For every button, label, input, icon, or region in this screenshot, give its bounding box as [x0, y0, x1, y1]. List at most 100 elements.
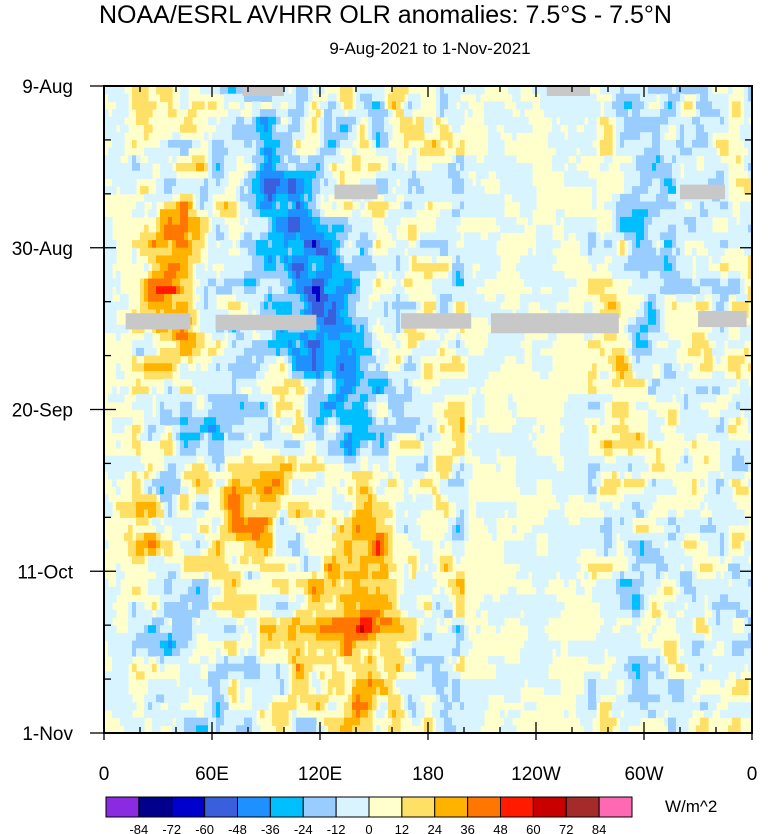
- field-cell: [280, 509, 289, 518]
- field-cell: [656, 155, 661, 164]
- field-cell: [356, 93, 361, 102]
- field-cell: [288, 632, 297, 642]
- field-cell: [144, 263, 149, 272]
- field-cell: [288, 363, 293, 372]
- field-cell: [168, 463, 177, 472]
- field-cell: [188, 417, 205, 426]
- field-cell: [308, 155, 325, 164]
- field-cell: [356, 709, 361, 719]
- field-cell: [384, 216, 401, 226]
- field-cell: [224, 432, 229, 441]
- field-cell: [156, 471, 161, 480]
- field-cell: [392, 409, 405, 418]
- field-cell: [276, 163, 289, 172]
- field-cell: [212, 571, 241, 580]
- field-cell: [680, 270, 693, 280]
- field-cell: [376, 263, 397, 272]
- field-cell: [132, 340, 153, 349]
- field-cell: [212, 401, 241, 411]
- field-cell: [360, 448, 373, 457]
- field-cell: [396, 417, 421, 426]
- field-cell: [460, 270, 465, 280]
- field-cell: [628, 363, 633, 372]
- field-cell: [216, 201, 225, 210]
- field-cell: [332, 109, 345, 118]
- field-cell: [416, 702, 425, 711]
- field-cell: [416, 186, 425, 195]
- field-cell: [260, 640, 281, 649]
- field-cell: [360, 232, 369, 241]
- field-cell: [228, 517, 233, 526]
- field-cell: [644, 578, 661, 588]
- field-cell: [352, 517, 377, 526]
- field-cell: [304, 193, 309, 203]
- field-cell: [152, 486, 157, 495]
- field-cell: [224, 709, 257, 719]
- field-cell: [212, 139, 225, 149]
- field-cell: [440, 586, 445, 595]
- field-cell: [352, 278, 361, 287]
- field-cell: [272, 702, 297, 711]
- field-cell: [468, 355, 505, 364]
- field-cell: [252, 386, 261, 395]
- field-cell: [720, 201, 729, 210]
- field-cell: [412, 571, 417, 580]
- field-cell: [312, 278, 325, 287]
- field-cell: [696, 224, 713, 233]
- field-cell: [104, 216, 113, 226]
- field-cell: [456, 517, 465, 526]
- field-cell: [244, 170, 249, 180]
- field-cell: [448, 401, 465, 411]
- field-cell: [440, 247, 449, 257]
- field-cell: [408, 609, 425, 619]
- field-cell: [328, 139, 337, 149]
- field-cell: [260, 332, 273, 341]
- field-cell: [648, 386, 657, 395]
- field-cell: [388, 563, 397, 572]
- field-cell: [164, 548, 173, 557]
- field-cell: [376, 355, 389, 364]
- field-cell: [264, 440, 285, 449]
- field-cell: [264, 163, 273, 172]
- field-cell: [288, 370, 293, 380]
- field-cell: [588, 340, 601, 349]
- field-cell: [292, 709, 297, 719]
- field-cell: [220, 463, 225, 472]
- field-cell: [440, 301, 449, 310]
- field-cell: [424, 717, 433, 726]
- field-cell: [676, 517, 709, 526]
- field-cell: [360, 394, 369, 403]
- field-cell: [496, 663, 549, 672]
- field-cell: [352, 317, 369, 326]
- field-cell: [592, 424, 597, 434]
- field-cell: [320, 116, 325, 126]
- field-cell: [252, 640, 257, 649]
- field-cell: [732, 717, 741, 726]
- field-cell: [660, 270, 681, 280]
- field-cell: [612, 193, 621, 203]
- field-cell: [400, 255, 409, 264]
- field-cell: [440, 540, 445, 549]
- field-cell: [392, 717, 401, 726]
- field-cell: [732, 394, 753, 403]
- field-cell: [332, 555, 337, 565]
- field-cell: [308, 640, 341, 649]
- field-cell: [624, 494, 657, 503]
- field-cell: [208, 717, 217, 726]
- field-cell: [696, 109, 701, 118]
- field-cell: [716, 617, 721, 626]
- field-cell: [448, 170, 461, 180]
- field-cell: [632, 355, 637, 364]
- field-cell: [132, 101, 157, 110]
- field-cell: [132, 640, 161, 649]
- field-cell: [216, 163, 221, 172]
- field-cell: [328, 332, 341, 341]
- field-cell: [208, 101, 217, 110]
- field-cell: [328, 309, 337, 318]
- field-cell: [728, 216, 737, 226]
- field-cell: [556, 209, 565, 218]
- field-cell: [172, 186, 201, 195]
- field-cell: [188, 270, 193, 280]
- field-cell: [216, 478, 225, 488]
- field-cell: [276, 332, 301, 341]
